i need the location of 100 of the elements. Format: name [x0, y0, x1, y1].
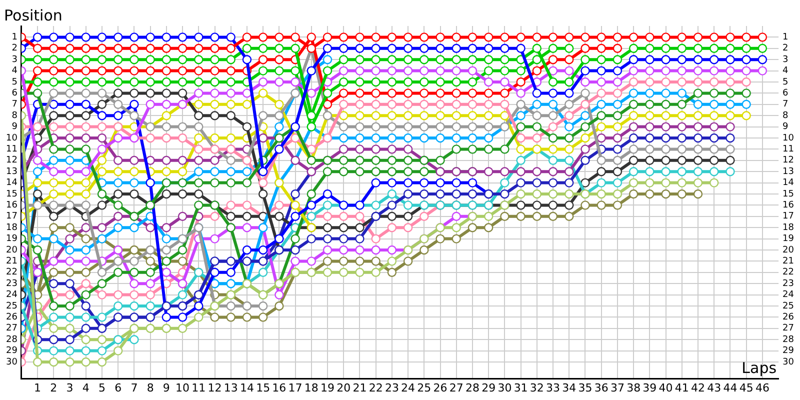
x-tick-label: 16 — [272, 381, 286, 394]
x-tick-label: 43 — [707, 381, 722, 394]
x-tick-label: 21 — [352, 381, 367, 394]
x-tick-label: 24 — [401, 381, 416, 394]
y-tick-label: 21 — [6, 256, 18, 267]
y2-tick-label: 6 — [782, 88, 789, 99]
y-tick-label: 8 — [12, 110, 18, 121]
x-tick-label: 14 — [240, 381, 254, 394]
x-tick-label: 13 — [224, 381, 238, 394]
y2-tick-label: 18 — [782, 222, 794, 233]
y-tick-label: 24 — [6, 290, 18, 300]
x-tick-label: 9 — [162, 381, 170, 394]
x-tick-label: 28 — [465, 381, 480, 394]
y-tick-label: 9 — [12, 122, 18, 132]
y2-tick-label: 26 — [782, 312, 794, 323]
x-tick-label: 8 — [146, 381, 154, 394]
x-tick-label: 33 — [546, 381, 560, 394]
y-tick-label: 18 — [6, 222, 18, 233]
y2-tick-label: 2 — [782, 44, 788, 54]
x-tick-label: 26 — [433, 381, 448, 394]
x-tick-label: 39 — [642, 381, 657, 394]
y-tick-label: 6 — [12, 88, 18, 99]
x-tick-label: 35 — [578, 381, 592, 394]
y2-tick-label: 23 — [782, 278, 794, 289]
y-tick-label: 30 — [6, 357, 18, 368]
y-tick-label: 27 — [6, 324, 18, 334]
y2-tick-label: 12 — [782, 156, 794, 166]
y-tick-label: 19 — [6, 234, 18, 244]
x-tick-label: 36 — [594, 381, 608, 394]
y2-tick-label: 13 — [782, 166, 794, 177]
y2-tick-label: 27 — [782, 324, 794, 334]
x-tick-label: 45 — [739, 381, 754, 394]
y-tick-label: 15 — [6, 189, 18, 200]
y2-tick-label: 10 — [782, 133, 794, 144]
y2-tick-label: 1 — [782, 32, 788, 43]
x-tick-label: 12 — [208, 381, 222, 394]
x-tick-label: 40 — [658, 381, 673, 394]
y-tick-label: 14 — [6, 178, 18, 188]
x-axis-title: Laps — [742, 359, 777, 378]
x-tick-label: 38 — [626, 381, 641, 394]
x-tick-label: 29 — [482, 381, 496, 394]
y-tick-label: 25 — [6, 301, 18, 312]
y-tick-label: 1 — [12, 32, 18, 43]
x-tick-label: 10 — [176, 381, 190, 394]
y2-tick-label: 22 — [782, 268, 794, 278]
y2-tick-label: 14 — [782, 178, 794, 188]
x-tick-label: 7 — [130, 381, 138, 394]
x-tick-label: 19 — [320, 381, 335, 394]
x-tick-label: 31 — [514, 381, 528, 394]
x-tick-label: 44 — [723, 381, 738, 394]
y-tick-label: 12 — [6, 156, 18, 166]
y2-tick-label: 15 — [782, 189, 794, 200]
x-tick-label: 37 — [610, 381, 624, 394]
y2-tick-label: 9 — [782, 122, 789, 132]
x-tick-label: 18 — [304, 381, 318, 394]
x-tick-label: 17 — [288, 381, 302, 394]
y2-tick-label: 4 — [782, 66, 789, 76]
y2-tick-label: 21 — [782, 256, 794, 267]
y-tick-label: 16 — [6, 200, 18, 211]
x-tick-label: 23 — [384, 381, 399, 394]
y-tick-label: 2 — [12, 44, 18, 54]
y2-tick-label: 7 — [782, 100, 788, 110]
x-tick-label: 32 — [530, 381, 544, 394]
y-tick-label: 23 — [6, 278, 18, 289]
y2-tick-label: 8 — [782, 110, 789, 121]
y-tick-label: 4 — [12, 66, 18, 76]
y-tick-label: 5 — [12, 77, 18, 88]
x-tick-label: 25 — [417, 381, 432, 394]
y-tick-label: 3 — [12, 54, 18, 65]
x-tick-label: 11 — [192, 381, 206, 394]
y-tick-label: 11 — [6, 144, 18, 155]
y2-tick-label: 19 — [782, 234, 794, 244]
y-tick-label: 20 — [6, 245, 18, 256]
y-tick-label: 7 — [12, 100, 18, 110]
y2-tick-label: 30 — [782, 357, 794, 368]
x-tick-label: 42 — [691, 381, 706, 394]
y2-tick-label: 28 — [782, 334, 794, 345]
y2-tick-label: 16 — [782, 200, 794, 211]
x-tick-label: 27 — [449, 381, 464, 394]
y-tick-label: 26 — [6, 312, 18, 323]
y-axis-title: Position — [4, 6, 62, 24]
x-tick-label: 30 — [498, 381, 512, 394]
x-tick-label: 41 — [674, 381, 689, 394]
x-tick-label: 3 — [66, 381, 74, 394]
y2-tick-label: 20 — [782, 245, 794, 256]
x-tick-label: 2 — [50, 381, 58, 394]
y2-tick-label: 17 — [782, 212, 794, 222]
y-tick-label: 22 — [6, 268, 18, 278]
x-tick-label: 46 — [755, 381, 770, 394]
y-tick-label: 10 — [6, 133, 18, 144]
y-tick-label: 17 — [6, 212, 18, 222]
y-tick-label: 28 — [6, 334, 18, 345]
y2-tick-label: 29 — [782, 346, 794, 356]
x-tick-label: 1 — [34, 381, 42, 394]
y2-tick-label: 3 — [782, 54, 788, 65]
x-tick-label: 4 — [82, 381, 90, 394]
y-tick-label: 13 — [6, 166, 18, 177]
x-tick-label: 34 — [562, 381, 576, 394]
x-tick-label: 5 — [98, 381, 106, 394]
x-tick-label: 15 — [256, 381, 270, 394]
